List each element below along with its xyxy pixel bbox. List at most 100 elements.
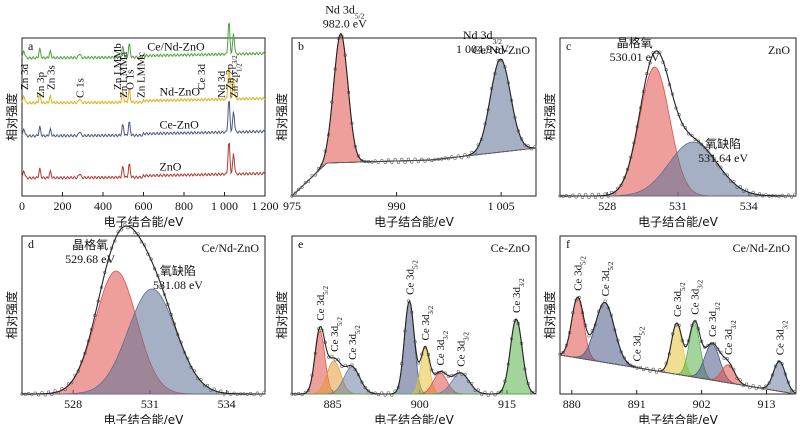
data-point	[252, 393, 256, 397]
data-point	[436, 370, 441, 375]
peak-annotation: Zn 2p3/2	[224, 55, 239, 90]
series-label: Ce-ZnO	[159, 118, 199, 132]
data-point	[366, 389, 371, 393]
x-tick-label: 900	[411, 397, 429, 411]
panel-b: b 975 990 1 005 电子结合能/eV 相对强度 Ce/Nd-ZnO Nd 3d5/…	[274, 3, 537, 229]
peak-name: 晶格氧	[617, 35, 653, 50]
data-point	[783, 195, 787, 199]
fit-baseline	[291, 147, 537, 197]
data-point	[297, 187, 301, 191]
peak-annotation: Zn LMMa	[118, 52, 130, 98]
panel-a: a 0 200 400 600 800 1 000 1 200 电子结合能/eV 相对强度 Ce/N…	[4, 22, 279, 229]
x-tick-label: 885	[324, 397, 342, 411]
data-point	[293, 191, 297, 195]
peak-name: Nd 3d5/2	[325, 3, 364, 21]
panel-title: ZnO	[768, 43, 790, 57]
x-tick-label: 913	[758, 397, 776, 411]
data-point	[426, 157, 431, 161]
data-point	[30, 393, 34, 397]
panel-letter: b	[298, 39, 304, 53]
x-axis-label: 电子结合能/eV	[104, 412, 184, 424]
data-point	[561, 350, 565, 355]
peak-annotation: Zn 3d	[19, 64, 31, 90]
data-point	[699, 142, 704, 146]
peak-name: 氧缺陷	[160, 263, 196, 278]
y-axis-label: 相对强度	[4, 93, 19, 141]
peak-annotation: Zn LMMc	[135, 52, 147, 98]
x-tick-label: 800	[175, 199, 193, 213]
fit-baseline	[559, 354, 797, 395]
y-axis-label: 相对强度	[542, 93, 557, 141]
peak-annotation: Ce 3d3/2	[455, 331, 470, 366]
peak-name: 氧缺陷	[705, 136, 741, 151]
data-point	[703, 146, 707, 150]
peak-annotation: Ce 3d5/2	[329, 317, 344, 352]
data-point	[290, 194, 294, 198]
x-axis-label: 电子结合能/eV	[638, 214, 718, 229]
x-axis-label: 电子结合能/eV	[638, 412, 718, 424]
x-axis-label: 电子结合能/eV	[374, 214, 454, 229]
peak-energy: 531.08 eV	[153, 278, 203, 292]
fit-envelope	[292, 299, 537, 395]
fit-component	[22, 288, 265, 395]
x-tick-label: 534	[740, 199, 758, 213]
peak-annotation: Ce 3d3/2	[435, 330, 450, 365]
data-point	[761, 194, 765, 198]
peak-energy: 1 004.9 eV	[456, 42, 509, 56]
peak-energy: 529.68 eV	[65, 252, 115, 266]
data-point	[696, 139, 701, 143]
panel-letter: e	[298, 237, 303, 251]
peak-energy: 530.01 eV	[610, 50, 660, 64]
x-tick-label: 1 005	[488, 199, 515, 213]
peak-annotation: Ce 3d	[196, 64, 208, 90]
x-axis-label: 电子结合能/eV	[374, 412, 454, 424]
x-tick-label: 531	[669, 199, 687, 213]
survey-line	[21, 67, 266, 105]
x-tick-label: 975	[283, 199, 301, 213]
x-tick-label: 528	[64, 397, 82, 411]
peak-annotation: Ce 3d5/2	[672, 282, 687, 317]
data-point	[706, 343, 710, 348]
series-label: Ce/Nd-ZnO	[147, 40, 205, 54]
peak-annotation: Ce 3d5/2	[600, 261, 615, 296]
x-tick-label: 1 000	[211, 199, 238, 213]
x-tick-label: 902	[693, 397, 711, 411]
x-tick-label: 0	[19, 199, 25, 213]
data-point	[590, 192, 594, 197]
x-tick-label: 600	[135, 199, 153, 213]
panel-title: Ce/Nd-ZnO	[202, 241, 260, 255]
y-axis-label: 相对强度	[4, 291, 19, 339]
peak-name: Nd 3d3/2	[463, 28, 502, 46]
survey-line	[21, 142, 266, 180]
peak-annotation: Ce 3d3/2	[723, 320, 738, 355]
fit-envelope	[22, 225, 265, 395]
panel-d: d 528 531 534 电子结合能/eV 相对强度 Ce/Nd-ZnO 晶格氧529.68…	[4, 223, 266, 424]
x-axis-label: 电子结合能/eV	[104, 214, 184, 229]
survey-line	[21, 22, 266, 60]
data-point	[706, 149, 710, 153]
peak-energy: 982.0 eV	[323, 17, 367, 31]
peak-annotation: Ce 3d3/2	[690, 279, 705, 314]
y-axis-label: 相对强度	[542, 291, 557, 339]
panel-title: Ce/Nd-ZnO	[473, 43, 531, 57]
series-label: Nd-ZnO	[159, 85, 200, 99]
x-tick-label: 400	[94, 199, 112, 213]
peak-annotation: Zn 3s	[45, 65, 57, 90]
panel-f: f 880 891 902 913 电子结合能/eV 相对强度 Ce/Nd-ZnO Ce 3d5…	[542, 235, 797, 424]
x-tick-label: 534	[218, 397, 236, 411]
y-axis-label: 相对强度	[274, 93, 289, 141]
survey-line	[21, 100, 266, 138]
x-tick-label: 528	[598, 199, 616, 213]
peak-annotation: O 1s	[124, 70, 136, 90]
peak-annotation: Ce 3d5/2	[347, 325, 362, 360]
peak-name: 晶格氧	[72, 237, 108, 252]
peak-energy: 531.64 eV	[698, 151, 748, 165]
panel-title: Ce/Nd-ZnO	[733, 241, 791, 255]
peak-annotation: Zn LMMb	[112, 43, 124, 90]
peak-annotation: Ce 3d3/2	[774, 320, 789, 355]
peak-annotation: Ce 3d5/2	[632, 326, 647, 361]
x-tick-label: 1 200	[252, 199, 279, 213]
x-tick-label: 200	[54, 199, 72, 213]
